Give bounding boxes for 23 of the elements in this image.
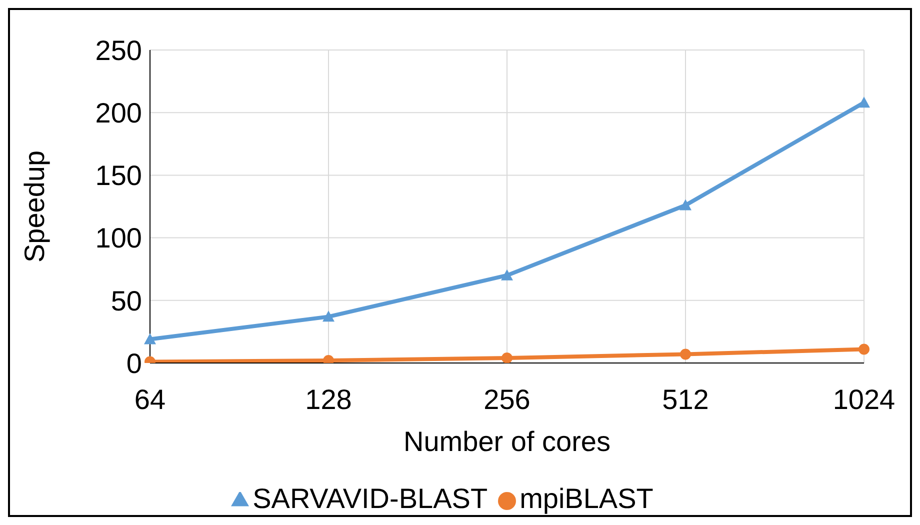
legend-label: mpiBLAST [520,483,654,514]
point [680,199,692,210]
x-tick-label: 256 [484,384,530,415]
x-tick-label: 1024 [832,384,896,415]
legend-label: SARVAVID-BLAST [252,483,488,514]
y-tick-label: 0 [126,348,142,379]
point [322,310,334,322]
x-axis-title: Number of cores [404,426,610,457]
point [680,348,691,360]
point [858,96,870,108]
y-tick-label: 250 [95,34,142,66]
x-tick-label: 128 [305,384,352,415]
y-tick-label: 200 [95,98,142,129]
x-tick-label: 512 [662,384,709,415]
point [501,269,513,280]
y-tick-label: 50 [110,285,142,316]
x-tick-label: 64 [134,384,166,415]
y-tick-label: 150 [95,160,142,192]
point [858,344,870,355]
point [502,352,512,363]
y-tick-label: 100 [95,222,142,254]
y-axis-title: Speedup [18,150,50,263]
point [144,333,156,344]
